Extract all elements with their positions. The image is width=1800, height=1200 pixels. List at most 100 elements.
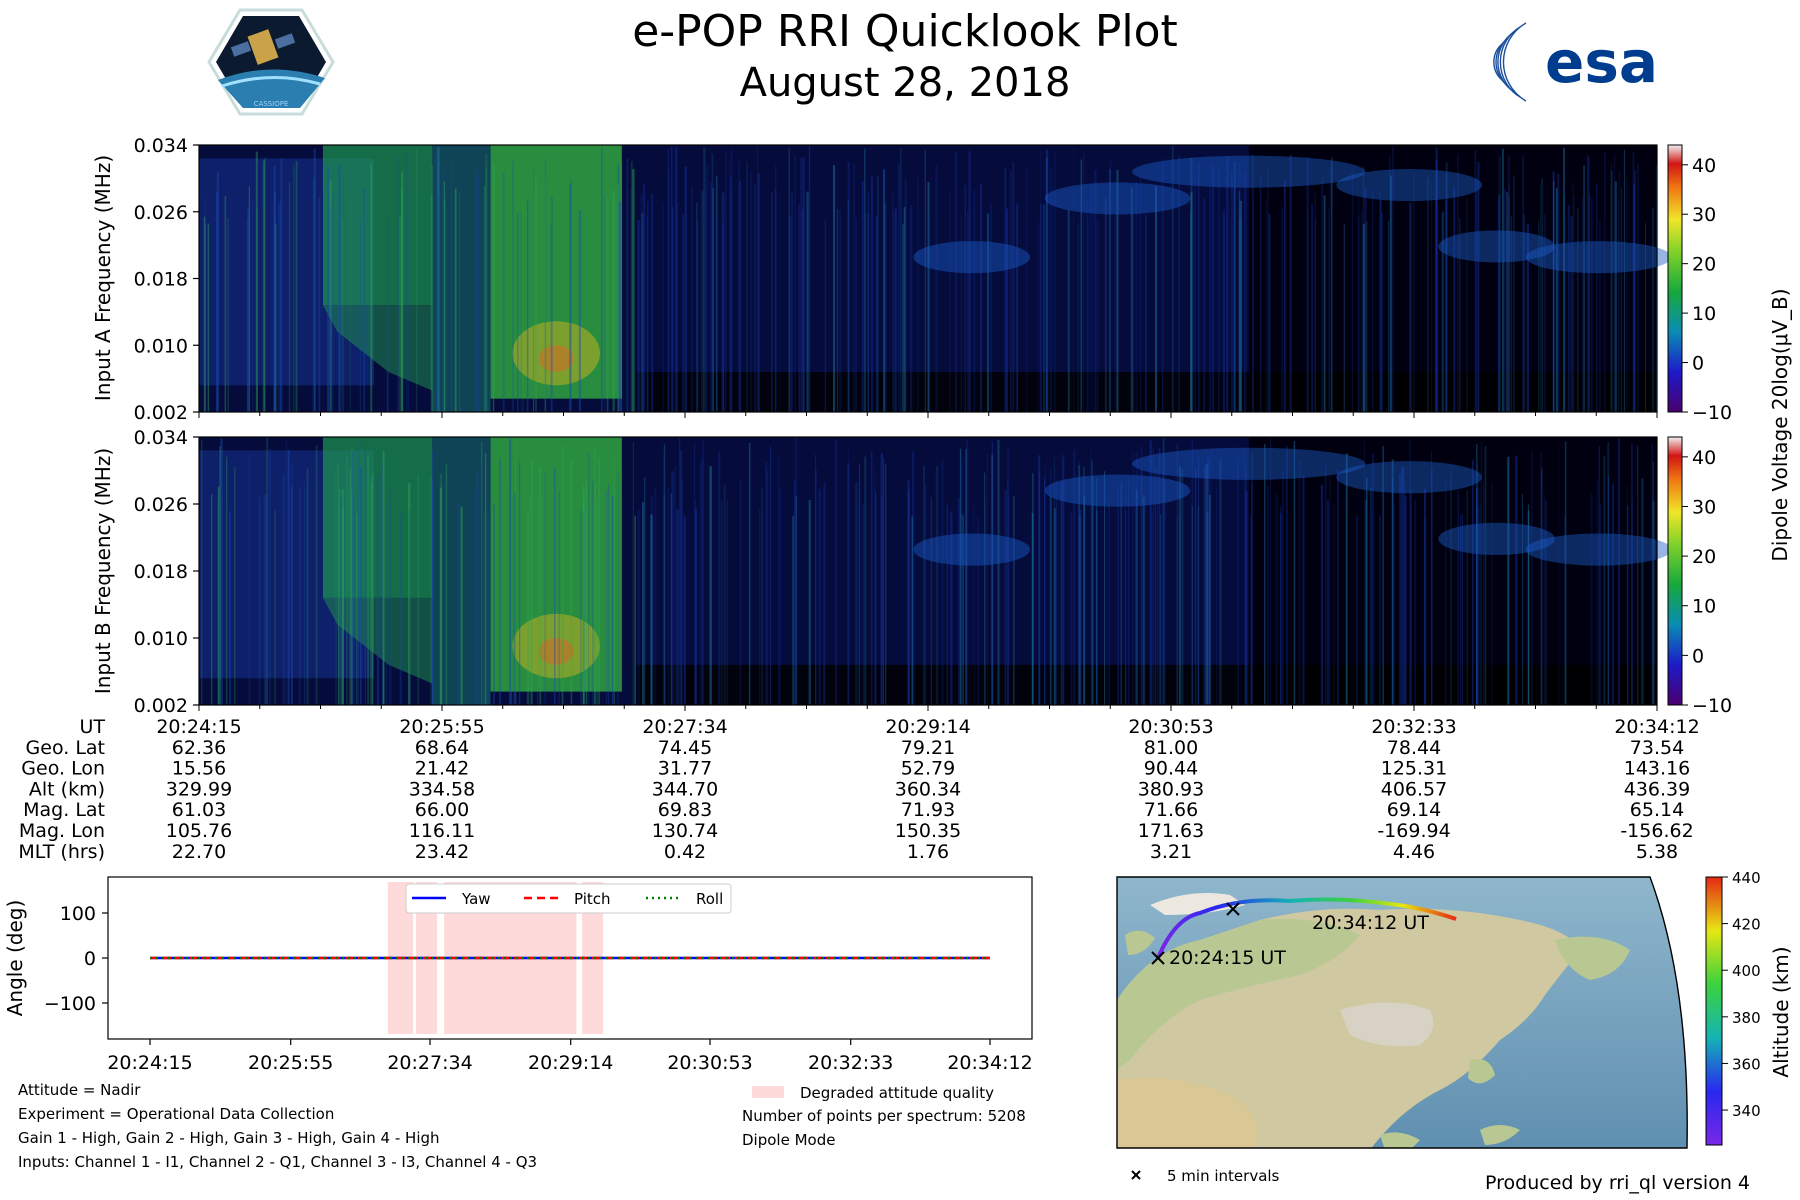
spec-streak <box>1637 445 1639 705</box>
spec-streak <box>721 501 723 705</box>
spec-streak <box>1543 214 1546 412</box>
spec-streak <box>662 454 665 705</box>
spec-streak <box>359 219 361 412</box>
spec-streak <box>1155 186 1157 412</box>
spec-patch <box>1336 461 1483 494</box>
spec-streak <box>803 157 805 412</box>
spec-streak <box>1431 182 1432 412</box>
ephemeris-row-label: Geo. Lon <box>21 758 105 780</box>
spec-streak <box>1379 192 1381 412</box>
dipole-mode: Dipole Mode <box>742 1131 835 1149</box>
ephemeris-row-label: Geo. Lat <box>26 737 105 759</box>
spec-streak <box>1219 459 1222 705</box>
spec-streak <box>1231 172 1233 412</box>
spec-streak <box>1207 513 1209 705</box>
spec-streak <box>818 488 821 705</box>
spec-streak <box>883 169 885 412</box>
spec-streak <box>1004 167 1007 412</box>
spec-streak <box>601 147 603 412</box>
spec-streak <box>1044 480 1046 705</box>
altitude-colorbar-label: Altitude (km) <box>1769 946 1793 1077</box>
spec-streak <box>671 471 674 705</box>
spec-streak <box>1077 222 1079 412</box>
spec-streak <box>894 208 897 412</box>
ephemeris-cell: 5.38 <box>1636 841 1678 863</box>
spec-streak <box>1651 444 1653 705</box>
spec-streak <box>1136 449 1138 705</box>
spec-streak <box>520 211 522 412</box>
spec-streak <box>1053 457 1055 705</box>
spec-streak <box>229 511 231 705</box>
spec-streak <box>269 448 271 705</box>
panel-b: 0.034 0.026 0.018 0.010 0.002 Input B Freque… <box>91 427 1672 717</box>
spec-streak <box>691 186 693 412</box>
spec-streak <box>1445 173 1447 412</box>
spec-streak <box>730 175 732 412</box>
spec-streak <box>966 439 969 705</box>
spec-streak <box>217 499 220 705</box>
freq-tick-label: 0.018 <box>134 269 188 291</box>
orbit-track <box>1156 897 1457 959</box>
spec-streak <box>485 154 488 412</box>
spec-streak <box>1298 459 1301 705</box>
spec-streak <box>885 463 887 705</box>
ephemeris-cell: 3.21 <box>1150 841 1192 863</box>
spec-streak <box>580 509 582 705</box>
spec-streak <box>1314 218 1316 412</box>
spec-streak <box>1365 478 1368 705</box>
spec-streak <box>977 517 979 705</box>
ephemeris-cell: 22.70 <box>172 841 226 863</box>
spec-streak <box>907 489 910 705</box>
spec-streak <box>800 210 802 412</box>
spec-streak <box>1203 198 1205 412</box>
spec-streak <box>730 187 732 412</box>
spec-streak <box>1108 502 1110 705</box>
attitude-ytick-label: −100 <box>44 993 96 1015</box>
spec-streak <box>360 467 362 705</box>
altitude-colorbar-tick: 380 <box>1732 1009 1761 1027</box>
spec-streak <box>598 458 600 705</box>
spec-streak <box>757 173 760 412</box>
attitude-xtick-label: 20:32:33 <box>808 1052 893 1074</box>
spec-streak <box>350 488 353 705</box>
spec-streak <box>712 154 714 413</box>
spec-streak <box>1414 499 1417 705</box>
spec-streak <box>973 501 975 705</box>
spec-streak <box>1567 205 1570 412</box>
spec-streak <box>903 206 906 412</box>
spec-streak <box>1587 156 1590 412</box>
spec-streak <box>1586 154 1589 412</box>
panel-b-xticks <box>198 705 1658 711</box>
spec-streak <box>484 512 485 705</box>
ephemeris-row-label: MLT (hrs) <box>18 841 105 863</box>
freq-tick-label: 0.034 <box>134 427 188 449</box>
spec-streak <box>1444 200 1448 412</box>
spec-streak <box>964 185 966 412</box>
spec-streak <box>1479 505 1482 705</box>
spec-streak <box>973 190 975 412</box>
spec-streak <box>651 193 654 412</box>
spec-streak <box>1178 466 1182 705</box>
spec-streak <box>870 176 873 412</box>
spec-streak <box>385 501 388 705</box>
spec-streak <box>1555 188 1558 412</box>
rri-colorbar-label: Dipole Voltage 20log(μV_B) <box>1768 288 1792 561</box>
spec-streak <box>1588 194 1590 412</box>
spec-streak <box>1043 204 1046 412</box>
spec-streak <box>1343 223 1345 412</box>
degraded-legend: Degraded attitude quality <box>800 1084 994 1102</box>
spec-streak <box>1610 163 1612 412</box>
spec-streak <box>522 204 524 412</box>
spec-streak <box>865 213 866 412</box>
spec-streak <box>1237 458 1239 705</box>
spec-streak <box>808 500 811 705</box>
spec-streak <box>912 451 915 705</box>
spec-streak <box>509 438 512 705</box>
spec-streak <box>1476 505 1479 705</box>
spec-streak <box>1362 224 1366 412</box>
spec-streak <box>1459 218 1461 412</box>
spec-streak <box>795 438 797 705</box>
spec-streak <box>927 182 930 412</box>
spec-streak <box>699 463 702 705</box>
spec-streak <box>1055 465 1057 705</box>
